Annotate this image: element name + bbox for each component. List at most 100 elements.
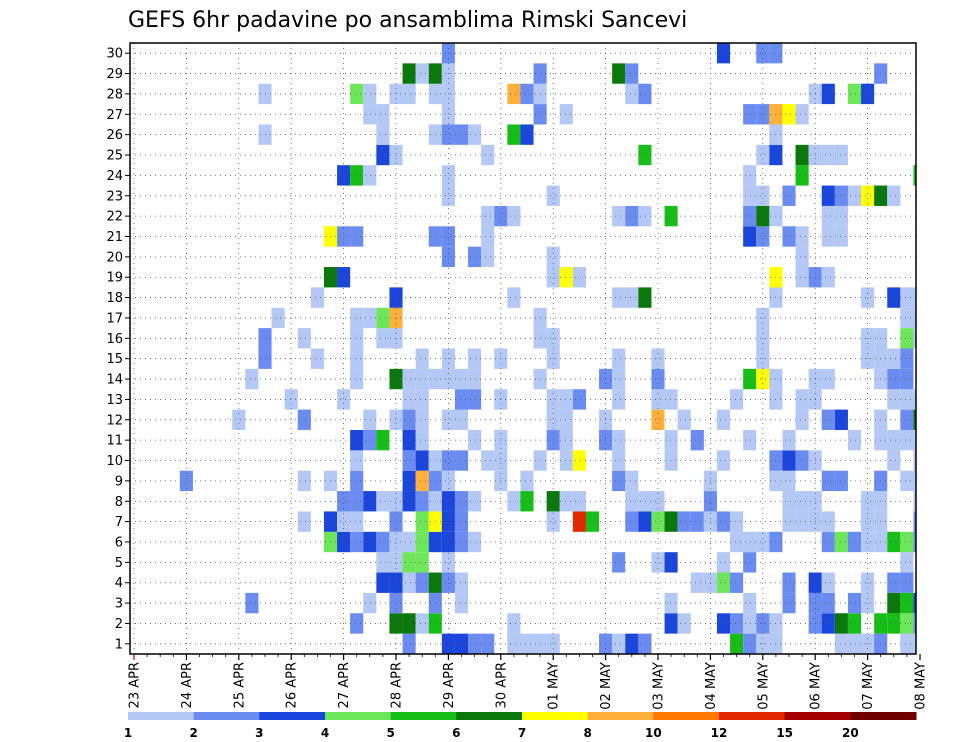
heat-cell xyxy=(821,226,835,247)
heat-cell xyxy=(363,491,377,512)
heat-cell xyxy=(795,511,809,532)
heat-cell xyxy=(861,572,875,593)
heat-cell xyxy=(782,185,796,206)
heat-cell xyxy=(441,104,455,125)
heat-cell xyxy=(743,429,757,451)
heat-cell xyxy=(664,592,678,614)
y-tick-label: 7 xyxy=(115,515,123,530)
heat-cell xyxy=(677,409,691,430)
heat-cell xyxy=(625,287,639,308)
heat-cell xyxy=(913,592,916,614)
heat-cell xyxy=(520,633,534,654)
heat-cell xyxy=(350,307,364,329)
heat-cell xyxy=(350,613,364,634)
heat-cell xyxy=(441,124,455,145)
heat-cell xyxy=(546,389,560,410)
heat-cell xyxy=(743,531,757,553)
heat-cell xyxy=(454,633,469,654)
heat-cell xyxy=(821,572,835,593)
heat-cell xyxy=(847,531,862,553)
y-tick-label: 19 xyxy=(106,271,123,286)
heat-cell xyxy=(821,185,835,206)
heat-cell xyxy=(638,205,652,227)
heat-cell xyxy=(481,205,495,227)
heat-cell xyxy=(454,409,469,430)
heat-cell xyxy=(415,409,429,430)
heat-cell xyxy=(376,531,390,553)
heat-cell xyxy=(376,429,390,451)
heat-cell xyxy=(664,450,678,471)
heat-cell xyxy=(402,63,416,84)
heat-cell xyxy=(363,307,377,329)
heat-cell xyxy=(559,409,573,430)
heat-cell xyxy=(716,409,731,430)
heat-cell xyxy=(625,63,639,84)
x-tick-label: 06 MAY xyxy=(809,662,824,710)
heat-cell xyxy=(350,429,364,451)
heat-cell xyxy=(402,531,416,553)
heat-cell xyxy=(297,409,311,430)
heat-cell xyxy=(847,429,862,451)
heat-cell xyxy=(572,491,586,512)
heat-cell xyxy=(625,205,639,227)
plot-grid xyxy=(130,43,916,654)
heat-cell xyxy=(415,511,429,532)
heat-cell xyxy=(350,511,364,532)
heat-cell xyxy=(664,613,678,634)
heat-cell xyxy=(651,552,665,573)
heat-cell xyxy=(651,389,665,410)
heat-cell xyxy=(730,572,744,593)
heat-cell xyxy=(179,470,193,492)
heat-cell xyxy=(900,348,914,369)
heat-cell xyxy=(743,185,757,206)
heat-cell xyxy=(350,470,364,492)
y-tick-label: 6 xyxy=(115,535,123,550)
heat-cell xyxy=(795,226,809,247)
y-tick-label: 29 xyxy=(106,67,123,82)
legend-label: 8 xyxy=(583,726,591,740)
y-tick-label: 12 xyxy=(106,413,123,428)
heat-cell xyxy=(664,205,678,227)
heat-cell xyxy=(743,613,757,634)
heat-cell xyxy=(861,531,875,553)
heat-cell xyxy=(337,267,351,288)
heat-cell xyxy=(441,552,455,573)
heat-cell xyxy=(913,491,916,512)
heat-cell xyxy=(559,429,573,451)
heat-cell xyxy=(441,470,455,492)
legend-swatch xyxy=(587,712,654,720)
heat-cell xyxy=(913,389,916,410)
heat-cell xyxy=(664,511,678,532)
heat-cell xyxy=(913,613,916,634)
heat-cell xyxy=(756,205,770,227)
x-tick-label: 25 APR xyxy=(232,662,247,708)
heat-cell xyxy=(887,592,901,614)
heat-cell xyxy=(546,511,560,532)
legend-swatch xyxy=(390,712,457,720)
heat-cell xyxy=(821,205,835,227)
heat-cell xyxy=(572,511,586,532)
heat-cell xyxy=(402,491,416,512)
y-axis: 1234567891011121314151617181920212223242… xyxy=(106,47,130,652)
heat-cell xyxy=(743,633,757,654)
heat-cell xyxy=(612,368,626,390)
heat-cell xyxy=(913,633,916,654)
heat-cell xyxy=(900,368,914,390)
heat-cell xyxy=(376,328,390,349)
y-tick-label: 18 xyxy=(106,291,123,306)
heat-cell xyxy=(441,531,455,553)
heat-cell xyxy=(507,83,521,105)
heat-cell xyxy=(625,491,639,512)
heat-cell xyxy=(913,165,916,186)
heat-cell xyxy=(363,429,377,451)
heat-cell xyxy=(468,491,482,512)
heat-cell xyxy=(782,491,796,512)
heat-cell xyxy=(520,83,534,105)
legend-label: 20 xyxy=(842,726,859,740)
heat-cell xyxy=(402,613,416,634)
x-tick-label: 27 APR xyxy=(337,662,352,708)
heat-cell xyxy=(821,267,835,288)
heat-cell xyxy=(638,287,652,308)
y-tick-label: 22 xyxy=(106,210,123,225)
heat-cell xyxy=(520,470,534,492)
